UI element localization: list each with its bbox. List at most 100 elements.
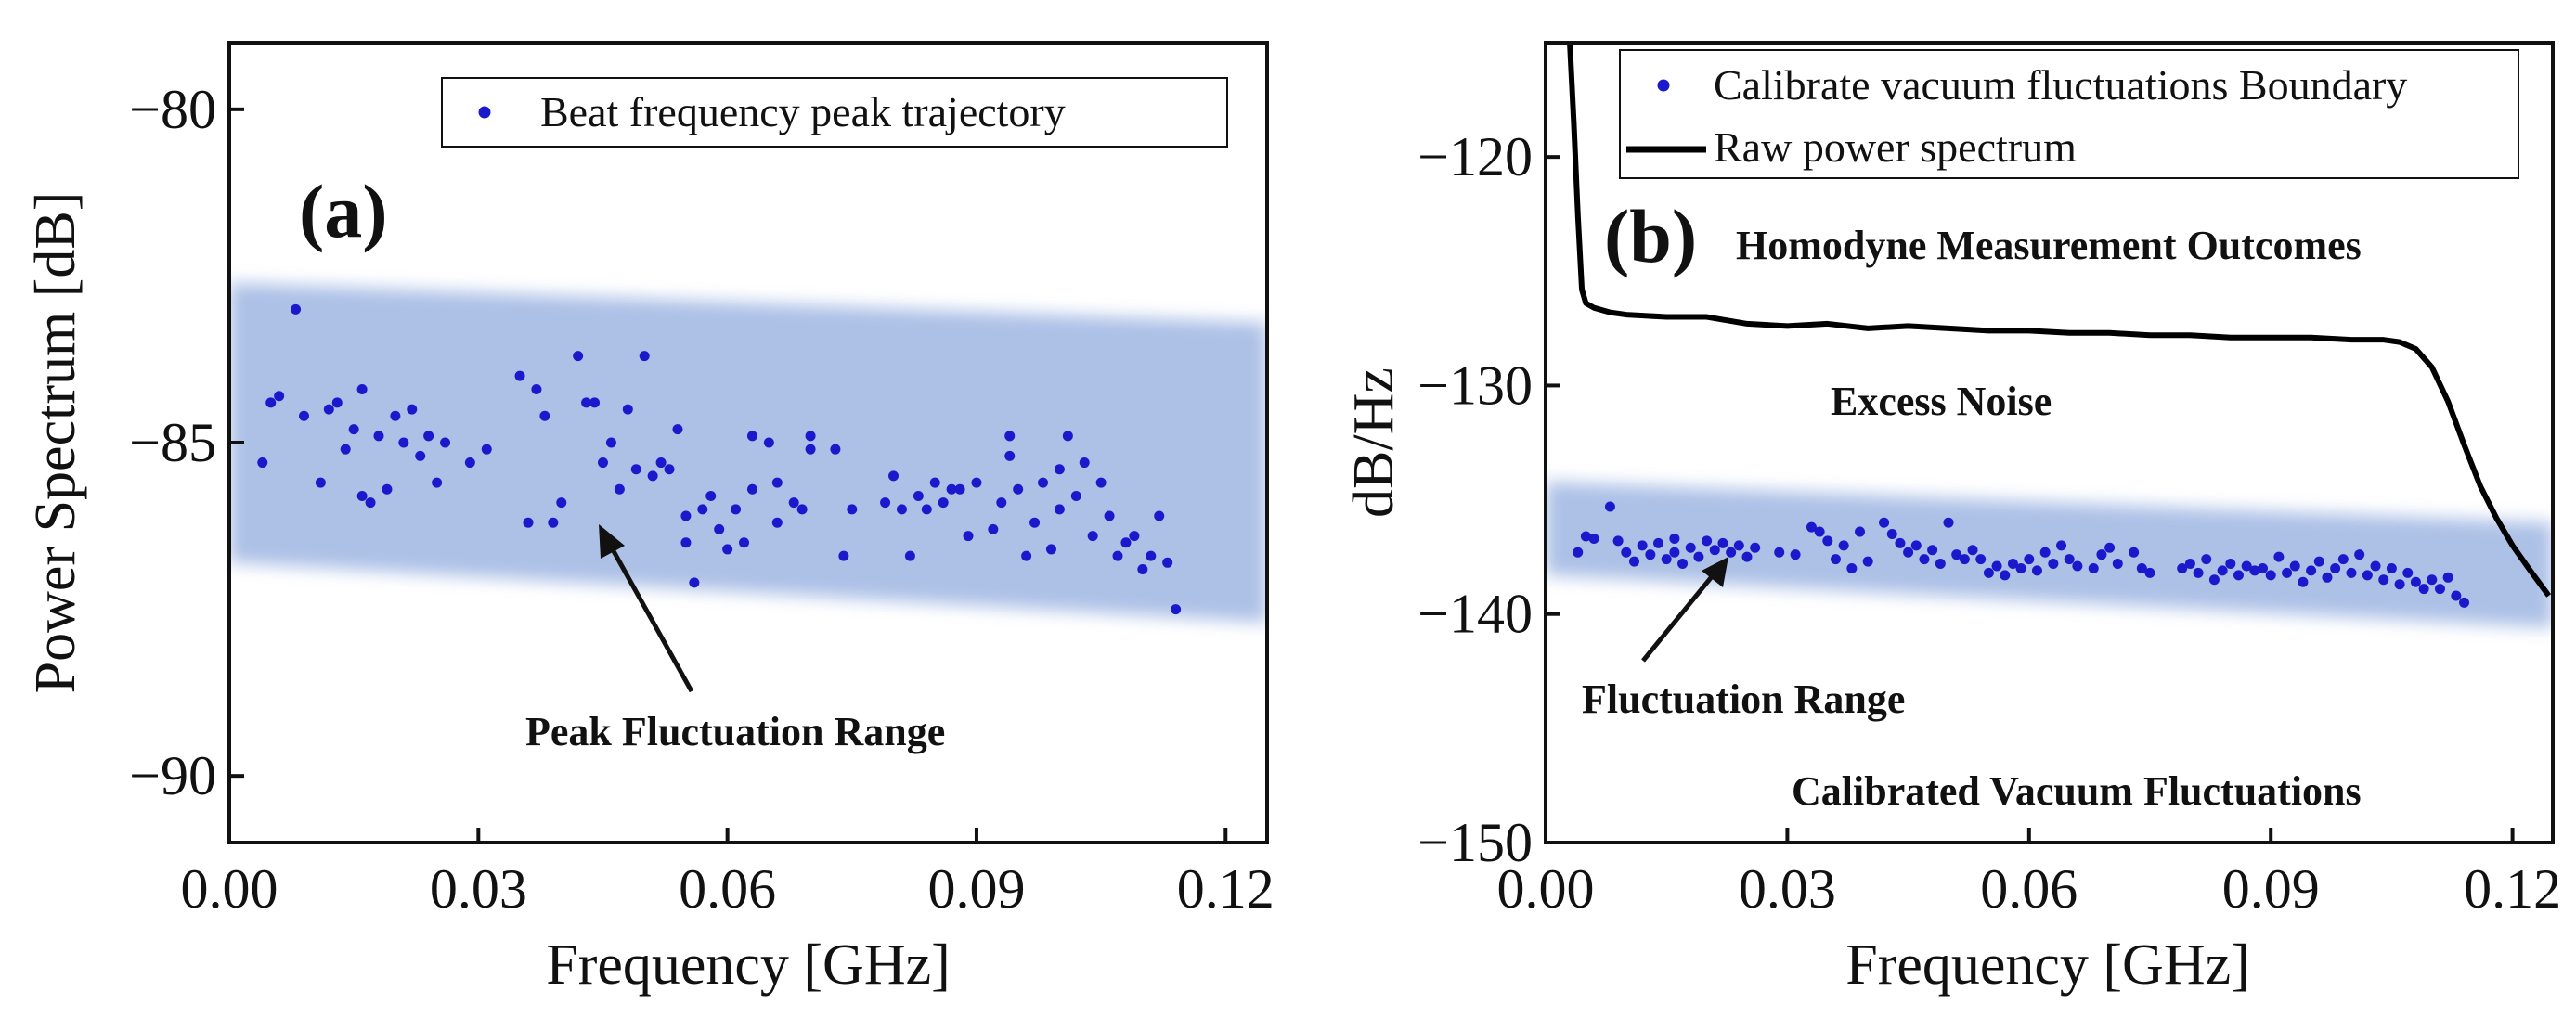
annotation-calibrated-vacuum: Calibrated Vacuum Fluctuations	[1792, 768, 2362, 814]
data-point-b-88	[2362, 570, 2373, 581]
data-point-b-33	[1879, 517, 1890, 528]
data-point-a-19	[423, 431, 434, 442]
data-point-a-36	[622, 404, 633, 415]
data-point-a-22	[464, 457, 475, 469]
data-point-a-74	[963, 531, 974, 542]
data-point-b-20	[1733, 540, 1744, 551]
data-point-a-80	[1013, 483, 1024, 495]
data-point-b-50	[2015, 562, 2026, 573]
data-point-a-40	[655, 457, 667, 469]
data-point-b-84	[2330, 562, 2341, 573]
data-point-a-46	[697, 504, 708, 515]
data-point-a-42	[672, 424, 683, 435]
data-point-b-78	[2282, 567, 2293, 578]
data-point-b-67	[2193, 567, 2204, 578]
data-point-a-65	[888, 470, 900, 482]
annotation-arrow-a	[599, 524, 694, 693]
y-ticks-a: −80 −85 −90	[129, 79, 244, 806]
data-point-a-63	[847, 504, 858, 515]
panel-a: 0.00 0.03 0.06 0.09 0.12 −80 −85 −90 Frequency…	[24, 41, 1275, 997]
data-point-a-31	[581, 397, 592, 408]
data-point-a-27	[539, 410, 550, 421]
data-point-b-17	[1709, 545, 1720, 556]
data-point-a-26	[531, 384, 542, 395]
data-point-b-22	[1750, 542, 1761, 553]
annotation-peak-fluctuation-range: Peak Fluctuation Range	[525, 709, 945, 754]
data-point-b-38	[1919, 554, 1930, 565]
data-point-b-100	[2459, 597, 2470, 608]
data-point-b-16	[1702, 535, 1713, 547]
data-point-b-52	[2031, 565, 2042, 576]
legend-label-raw-spectrum: Raw power spectrum	[1714, 123, 2077, 171]
data-point-b-35	[1895, 537, 1906, 548]
x-tick-label-a-3: 0.09	[927, 858, 1025, 920]
data-point-b-80	[2298, 576, 2309, 587]
data-point-b-37	[1910, 540, 1922, 551]
data-point-b-73	[2241, 560, 2252, 572]
data-point-a-73	[954, 483, 965, 495]
data-point-b-82	[2313, 556, 2324, 567]
annotation-arrow-b	[1641, 557, 1728, 663]
data-point-b-71	[2225, 559, 2236, 570]
data-point-b-51	[2024, 554, 2035, 565]
data-point-b-43	[1959, 554, 1970, 565]
data-point-b-21	[1741, 551, 1753, 562]
legend-b: Calibrate vacuum fluctuations Boundary R…	[1619, 49, 2519, 179]
data-point-a-32	[589, 397, 601, 408]
plot-frame-b	[1544, 41, 2555, 844]
data-point-a-11	[356, 384, 368, 395]
data-point-a-84	[1045, 544, 1056, 555]
data-point-b-62	[2129, 547, 2140, 558]
data-point-a-75	[971, 477, 982, 488]
data-point-a-61	[830, 444, 841, 455]
scatter-points-a	[257, 303, 1182, 615]
data-point-b-31	[1855, 526, 1866, 537]
data-point-b-89	[2370, 560, 2381, 572]
data-point-a-95	[1129, 531, 1140, 542]
data-point-b-64	[2144, 567, 2155, 578]
annotation-excess-noise: Excess Noise	[1831, 379, 2052, 424]
data-point-a-34	[605, 437, 616, 448]
data-point-a-64	[880, 497, 891, 509]
y-tick-label-a-0: −80	[129, 79, 216, 140]
data-point-b-9	[1653, 537, 1664, 548]
data-point-b-44	[1967, 545, 1978, 556]
data-point-a-91	[1095, 477, 1107, 488]
data-point-b-3	[1604, 501, 1615, 512]
data-point-a-100	[1171, 604, 1182, 615]
data-point-a-99	[1162, 557, 1173, 568]
x-axis-title-b: Frequency [GHz]	[1845, 933, 2250, 997]
data-point-b-95	[2418, 584, 2429, 595]
data-point-a-25	[523, 517, 534, 528]
data-point-a-79	[1004, 450, 1016, 461]
y-axis-title-b: dB/Hz	[1342, 367, 1405, 518]
data-point-b-69	[2208, 574, 2220, 586]
y-ticks-b: −120 −130 −140 −150	[1417, 126, 1560, 873]
x-tick-label-b-0: 0.00	[1497, 858, 1595, 920]
data-point-b-25	[1806, 521, 1817, 533]
data-point-b-92	[2394, 579, 2405, 590]
data-point-b-96	[2427, 574, 2438, 586]
data-point-a-70	[929, 477, 940, 488]
data-point-b-56	[2064, 554, 2075, 565]
data-point-b-1	[1580, 531, 1591, 542]
data-point-a-37	[630, 464, 641, 475]
data-point-a-98	[1154, 510, 1165, 521]
data-point-b-70	[2217, 565, 2228, 576]
data-point-b-39	[1927, 545, 1938, 556]
data-point-b-18	[1717, 537, 1728, 548]
data-point-a-38	[639, 351, 650, 362]
data-point-a-50	[731, 504, 742, 515]
data-point-b-15	[1693, 551, 1704, 562]
legend-label-beat-frequency: Beat frequency peak trajectory	[540, 88, 1066, 135]
data-point-a-71	[938, 497, 949, 509]
legend-marker-b-points	[1657, 79, 1670, 92]
y-tick-label-a-2: −90	[129, 745, 216, 806]
data-point-a-23	[481, 444, 492, 455]
data-point-a-52	[746, 483, 757, 495]
data-point-a-10	[356, 490, 368, 501]
data-point-b-91	[2386, 562, 2397, 573]
annotation-fluctuation-range: Fluctuation Range	[1582, 676, 1905, 722]
data-point-b-76	[2265, 570, 2276, 581]
